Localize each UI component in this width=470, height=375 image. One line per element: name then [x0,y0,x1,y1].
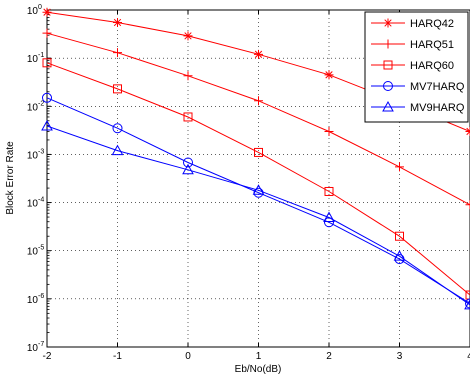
data-point [182,163,194,175]
y-tick-exponent: 0 [38,4,42,11]
data-point [323,211,335,222]
y-tick-exponent: -5 [38,245,44,252]
x-tick-label: -2 [43,351,52,362]
x-tick-label: 3 [397,351,403,362]
x-tick-label: 0 [185,351,191,362]
x-tick-label: 1 [256,351,262,362]
y-tick-label: 10 [27,102,39,113]
y-tick-exponent: -6 [38,293,44,300]
data-point [324,186,334,196]
y-tick-exponent: -1 [38,52,44,59]
legend-entry: HARQ60 [371,60,454,72]
data-point [464,298,470,310]
x-tick-label: 4 [467,351,470,362]
data-point [42,92,52,103]
legend-entry: MV9HARQ [371,100,465,114]
legend: HARQ42 HARQ51 HARQ60 MV7HARQ MV9HARQ [364,11,469,123]
data-point [465,290,470,300]
data-point [465,298,470,309]
data-point [254,49,263,59]
legend-marker [382,100,394,112]
data-point [42,58,52,68]
legend-label: MV7HARQ [410,81,465,93]
data-point [183,31,193,41]
data-point [113,17,122,27]
series-mv7harq [42,92,470,309]
legend-label: HARQ51 [410,39,454,51]
legend-marker [383,60,393,70]
legend-entry: MV7HARQ [371,81,465,93]
data-point [111,144,124,156]
legend-marker [383,18,393,28]
y-tick-label: 10 [27,150,39,161]
data-point [113,84,122,94]
legend-label: HARQ42 [410,18,454,30]
y-tick-label: 10 [27,295,39,306]
legend-entry: HARQ42 [371,18,454,30]
data-point [393,250,406,261]
data-point [395,231,404,241]
data-point [395,162,404,172]
y-tick-label: 10 [27,54,39,65]
series-line [46,125,470,306]
data-point [112,123,123,134]
data-point [113,48,122,58]
y-tick-label: 10 [27,343,39,354]
data-point [42,28,52,38]
y-tick-label: 10 [27,6,39,17]
series-harq51 [42,28,470,210]
data-point [183,112,193,122]
y-tick-exponent: -3 [38,148,44,155]
x-tick-label: -1 [113,351,122,362]
y-axis-label: Block Error Rate [5,141,16,215]
y-tick-exponent: -2 [38,100,44,107]
data-point [254,147,263,157]
series-lines [41,7,470,310]
series-line [46,62,470,296]
legend-marker [383,81,393,91]
data-point [465,126,470,136]
x-axis-label: Eb/No(dB) [235,364,282,375]
series-harq60 [42,58,470,300]
data-point [465,200,470,210]
series-line [46,97,470,304]
data-point [183,71,193,81]
x-tick-label: 2 [326,351,332,362]
series-mv9harq [41,119,470,310]
data-point [254,96,263,106]
data-point [42,7,52,17]
legend-label: MV9HARQ [410,102,465,114]
y-tick-label: 10 [27,199,39,210]
legend-box [364,11,469,123]
data-point [324,70,334,80]
data-point [324,126,334,136]
legend-marker [383,39,393,49]
legend-label: HARQ60 [410,60,454,72]
legend-entry: HARQ51 [371,39,454,51]
data-point [252,184,265,195]
data-point [41,119,53,131]
data-point [183,157,193,168]
y-tick-label: 10 [27,247,39,258]
y-tick-exponent: -4 [38,197,44,204]
y-tick-exponent: -7 [38,341,44,348]
